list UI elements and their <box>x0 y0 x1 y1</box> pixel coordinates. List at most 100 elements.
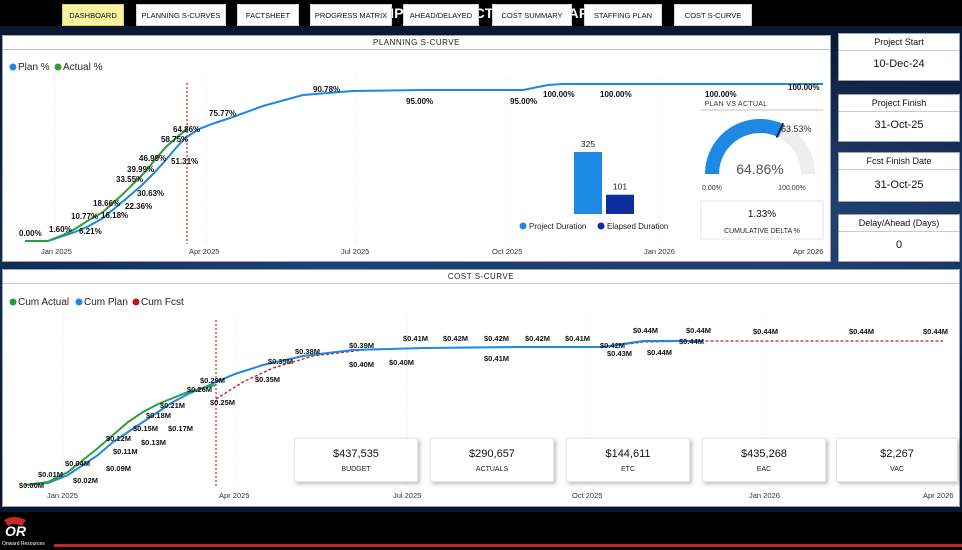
legend-actual-label: Actual % <box>63 62 103 73</box>
cost-upper-label: $0.42M <box>600 341 625 350</box>
cost-upper-label: $0.41M <box>565 334 590 343</box>
cumulative-delta-label: CUMULATIVE DELTA % <box>724 228 800 235</box>
cost-lower-label: $0.40M <box>349 360 374 369</box>
project-start-label: Project Start <box>839 34 959 51</box>
plan-label: 100.00% <box>543 90 575 99</box>
cost-upper-label: $0.15M <box>133 424 158 433</box>
plan-label: 0.00% <box>19 229 42 238</box>
x-tick-label: Jul 2025 <box>393 491 421 500</box>
plan-curve <box>25 83 823 242</box>
gauge-fill <box>705 118 785 175</box>
eac-value: $435,268 <box>741 448 787 460</box>
project-duration-value: 325 <box>581 139 595 149</box>
gauge-min-label: 0.00% <box>702 185 722 192</box>
planning-chart: Plan % Actual % 0.00% 6.21% 16.18% 22.36… <box>9 62 824 256</box>
gauge-title: PLAN VS ACTUAL <box>705 101 768 108</box>
gauge-target-marker <box>775 122 784 138</box>
legend-cum-plan-dot <box>75 298 83 306</box>
delay-ahead-value: 0 <box>895 239 903 251</box>
cost-lower-label: $0.09M <box>106 464 131 473</box>
plan-label: 100.00% <box>788 83 820 92</box>
x-tick-label: Apr 2026 <box>923 491 953 500</box>
x-tick-label: Jan 2025 <box>41 247 72 256</box>
cost-upper-label: $0.44M <box>633 326 658 335</box>
nav-cost-s-curve[interactable]: COST S-CURVE <box>674 4 752 26</box>
fcst-finish-label: Fcst Finish Date <box>839 153 959 170</box>
plan-label: 22.36% <box>125 202 152 211</box>
cost-upper-label: $0.44M <box>849 327 874 336</box>
logo-text: Onward Resources <box>2 541 45 547</box>
actual-curve <box>25 128 188 242</box>
cumulative-delta-value: 1.33% <box>748 209 776 220</box>
cost-upper-label: $0.44M <box>753 327 778 336</box>
actual-label: 39.99% <box>127 165 154 174</box>
etc-card: $144,611 ETC <box>566 438 690 482</box>
project-finish-value: 31-Oct-25 <box>874 119 924 131</box>
fcst-finish-value: 31-Oct-25 <box>874 179 924 191</box>
cost-lower-label: $0.44M <box>679 337 704 346</box>
cost-lower-label: $0.17M <box>168 424 193 433</box>
budget-label: BUDGET <box>341 466 371 473</box>
plan-label: 90.78% <box>313 85 340 94</box>
gauge-max-label: 100.00% <box>778 185 806 192</box>
cost-lower-label: $0.25M <box>210 398 235 407</box>
cum-fcst-curve <box>215 340 943 400</box>
legend-elapsed-duration-dot <box>597 222 605 230</box>
nav-planning-s-curves[interactable]: PLANNING S-CURVES <box>136 4 226 26</box>
eac-label: EAC <box>756 466 772 473</box>
x-tick-label: Jul 2025 <box>341 247 369 256</box>
x-tick-label: Apr 2025 <box>189 247 219 256</box>
cum-actual-curve <box>24 384 217 486</box>
project-finish-card: Project Finish 31-Oct-25 <box>838 94 960 142</box>
plan-label: 6.21% <box>79 227 102 236</box>
planning-panel-title: PLANNING S-CURVE <box>3 36 830 50</box>
x-tick-label: Jan 2026 <box>749 491 780 500</box>
cost-upper-label: $0.38M <box>295 347 320 356</box>
actuals-card: $290,657 ACTUALS <box>430 438 554 482</box>
plan-label: 30.63% <box>137 189 164 198</box>
plan-label: 95.00% <box>406 97 433 106</box>
plan-label: 75.77% <box>209 109 236 118</box>
x-tick-label: Apr 2025 <box>219 491 249 500</box>
cost-upper-label: $0.12M <box>106 434 131 443</box>
legend-cum-actual-dot <box>9 298 17 306</box>
cost-lower-label: $0.13M <box>141 438 166 447</box>
nav-staffing-plan[interactable]: STAFFING PLAN <box>584 4 662 26</box>
cost-upper-label: $0.29M <box>200 376 225 385</box>
budget-card: $437,535 BUDGET <box>294 438 418 482</box>
cost-upper-label: $0.39M <box>349 341 374 350</box>
cost-lower-label: $0.11M <box>113 447 138 456</box>
actual-label: 46.99% <box>139 154 166 163</box>
legend-cum-plan-label: Cum Plan <box>84 297 128 308</box>
x-tick-label: Jan 2026 <box>644 247 675 256</box>
actual-label: 64.86% <box>173 125 200 134</box>
nav-cost-summary[interactable]: COST SUMMARY <box>492 4 572 26</box>
cost-lower-label: $0.44M <box>647 348 672 357</box>
plan-label: 100.00% <box>600 90 632 99</box>
nav-ahead-delayed[interactable]: AHEAD/DELAYED <box>403 4 479 26</box>
plan-label: 51.31% <box>171 157 198 166</box>
legend-project-duration-dot <box>519 222 527 230</box>
cost-lower-label: $0.35M <box>255 375 280 384</box>
plan-label: 100.00% <box>705 90 737 99</box>
plan-label: 95.00% <box>510 97 537 106</box>
eac-card: $435,268 EAC <box>702 438 826 482</box>
nav-progress-matrix[interactable]: PROGRESS MATRIX <box>310 4 392 26</box>
svg-text:OR: OR <box>5 523 27 539</box>
x-tick-label: Apr 2026 <box>793 247 823 256</box>
nav-factsheet[interactable]: FACTSHEET <box>237 4 299 26</box>
cost-lower-label: $0.41M <box>484 354 509 363</box>
actual-label: 18.66% <box>93 199 120 208</box>
etc-value: $144,611 <box>605 448 651 460</box>
legend-cum-fcst-dot <box>132 298 140 306</box>
legend-actual-dot <box>54 63 62 71</box>
delay-ahead-card: Delay/Ahead (Days) 0 <box>838 214 960 262</box>
nav-dashboard[interactable]: DASHBOARD <box>62 4 124 26</box>
actuals-value: $290,657 <box>469 448 515 460</box>
cost-upper-label: $0.42M <box>484 334 509 343</box>
legend-elapsed-duration-label: Elapsed Duration <box>607 222 668 231</box>
plan-label: 16.18% <box>101 211 128 220</box>
cost-upper-label: $0.42M <box>525 334 550 343</box>
actual-label: 1.60% <box>49 225 72 234</box>
legend-plan-label: Plan % <box>18 62 50 73</box>
